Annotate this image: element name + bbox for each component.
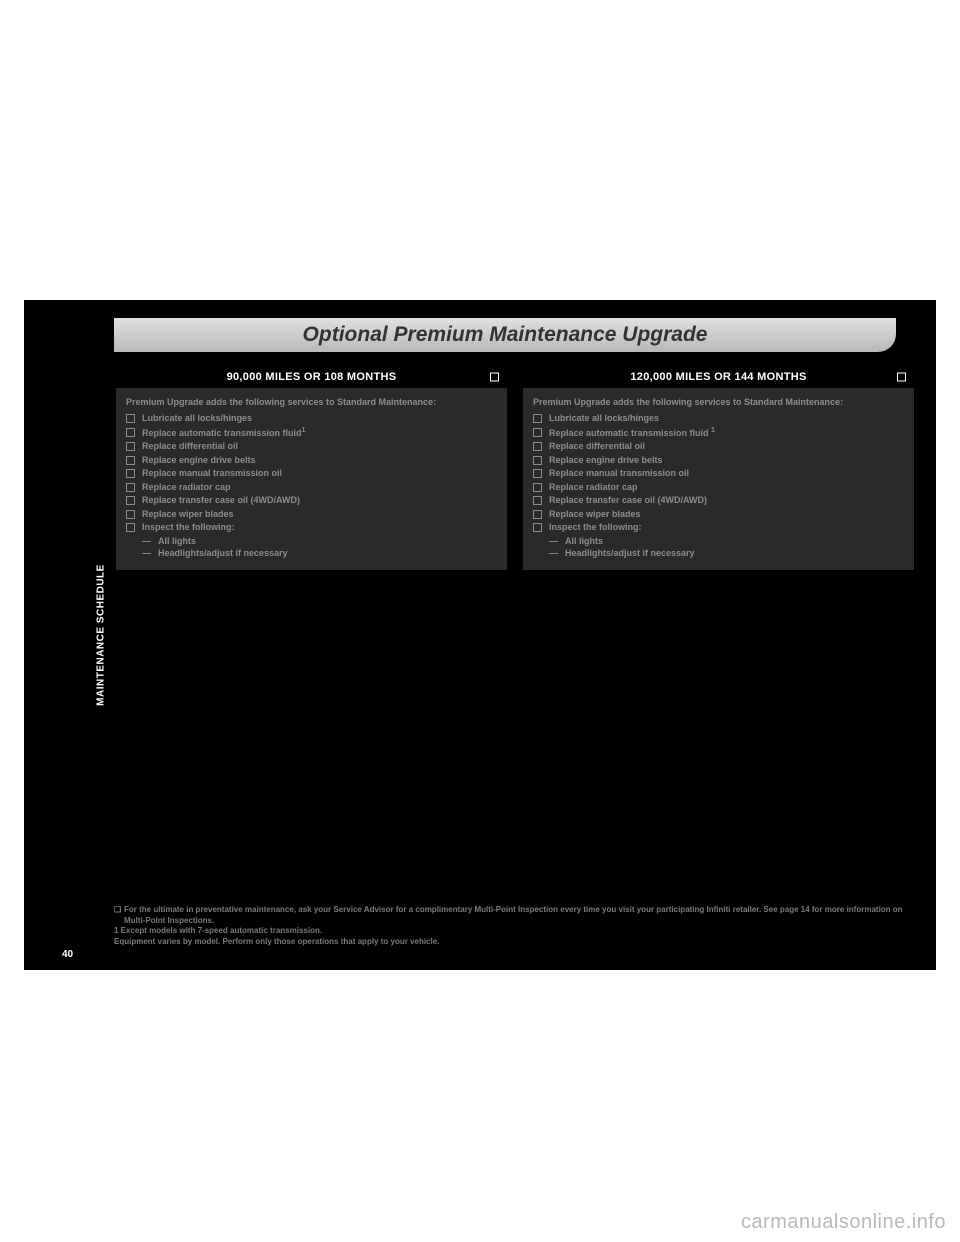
- checklist-item: Replace transfer case oil (4WD/AWD): [533, 494, 904, 508]
- checklist-item: Replace engine drive belts: [126, 454, 497, 468]
- page: MAINTENANCE SCHEDULE 40 Optional Premium…: [0, 0, 960, 1242]
- footnote-line: 1 Except models with 7-speed automatic t…: [114, 926, 916, 937]
- sublist-item: All lights: [142, 535, 497, 548]
- checklist-item: Replace differential oil: [533, 440, 904, 454]
- title-pill: Optional Premium Maintenance Upgrade: [114, 318, 896, 352]
- checklist-item: Replace transfer case oil (4WD/AWD): [126, 494, 497, 508]
- page-title: Optional Premium Maintenance Upgrade: [303, 323, 708, 347]
- checklist-item: Replace engine drive belts: [533, 454, 904, 468]
- footnote-line: ❏ For the ultimate in preventative maint…: [114, 905, 916, 927]
- footnotes: ❏ For the ultimate in preventative maint…: [114, 905, 916, 948]
- sublist-item: Headlights/adjust if necessary: [549, 547, 904, 560]
- cards-row: 90,000 MILES OR 108 MONTHS Premium Upgra…: [114, 364, 916, 572]
- footnote-text: For the ultimate in preventative mainten…: [124, 905, 916, 927]
- checklist-item: Replace wiper blades: [126, 508, 497, 522]
- checklist-item: Replace wiper blades: [533, 508, 904, 522]
- card-header-text: 120,000 MILES OR 144 MONTHS: [630, 371, 806, 383]
- sublist: All lights Headlights/adjust if necessar…: [549, 535, 904, 560]
- card-header: 90,000 MILES OR 108 MONTHS: [116, 366, 507, 388]
- watermark: carmanualsonline.info: [741, 1211, 946, 1234]
- card-intro: Premium Upgrade adds the following servi…: [126, 396, 497, 408]
- footnote-bullet-icon: ❏: [114, 905, 124, 927]
- card-header: 120,000 MILES OR 144 MONTHS: [523, 366, 914, 388]
- checklist-item: Lubricate all locks/hinges: [533, 412, 904, 426]
- checklist-item: Lubricate all locks/hinges: [126, 412, 497, 426]
- checklist-item: Inspect the following:: [126, 521, 497, 535]
- footnote-ref: 1: [302, 427, 306, 434]
- checklist-item: Replace manual transmission oil: [126, 467, 497, 481]
- checklist: Lubricate all locks/hinges Replace autom…: [126, 412, 497, 535]
- checklist-item: Replace automatic transmission fluid1: [126, 426, 497, 441]
- checklist: Lubricate all locks/hinges Replace autom…: [533, 412, 904, 535]
- checklist-item: Replace automatic transmission fluid 1: [533, 426, 904, 441]
- page-number: 40: [62, 949, 73, 960]
- footnote-line: Equipment varies by model. Perform only …: [114, 937, 916, 948]
- footnote-ref: 1: [711, 427, 715, 434]
- checklist-item: Replace radiator cap: [126, 481, 497, 495]
- sublist-item: Headlights/adjust if necessary: [142, 547, 497, 560]
- card-120k: 120,000 MILES OR 144 MONTHS Premium Upgr…: [521, 364, 916, 572]
- checklist-item-text: Replace automatic transmission fluid: [549, 428, 711, 438]
- card-body: Premium Upgrade adds the following servi…: [116, 388, 507, 570]
- checklist-item-text: Replace automatic transmission fluid: [142, 428, 302, 438]
- checklist-item: Replace radiator cap: [533, 481, 904, 495]
- checklist-item: Replace differential oil: [126, 440, 497, 454]
- checkbox-icon: [490, 373, 499, 382]
- card-90k: 90,000 MILES OR 108 MONTHS Premium Upgra…: [114, 364, 509, 572]
- checkbox-icon: [897, 373, 906, 382]
- sublist-item: All lights: [549, 535, 904, 548]
- checklist-item: Inspect the following:: [533, 521, 904, 535]
- checklist-item: Replace manual transmission oil: [533, 467, 904, 481]
- side-tab-label: MAINTENANCE SCHEDULE: [95, 564, 106, 706]
- card-body: Premium Upgrade adds the following servi…: [523, 388, 914, 570]
- card-header-text: 90,000 MILES OR 108 MONTHS: [227, 371, 397, 383]
- content-band: MAINTENANCE SCHEDULE 40 Optional Premium…: [24, 300, 936, 970]
- sublist: All lights Headlights/adjust if necessar…: [142, 535, 497, 560]
- card-intro: Premium Upgrade adds the following servi…: [533, 396, 904, 408]
